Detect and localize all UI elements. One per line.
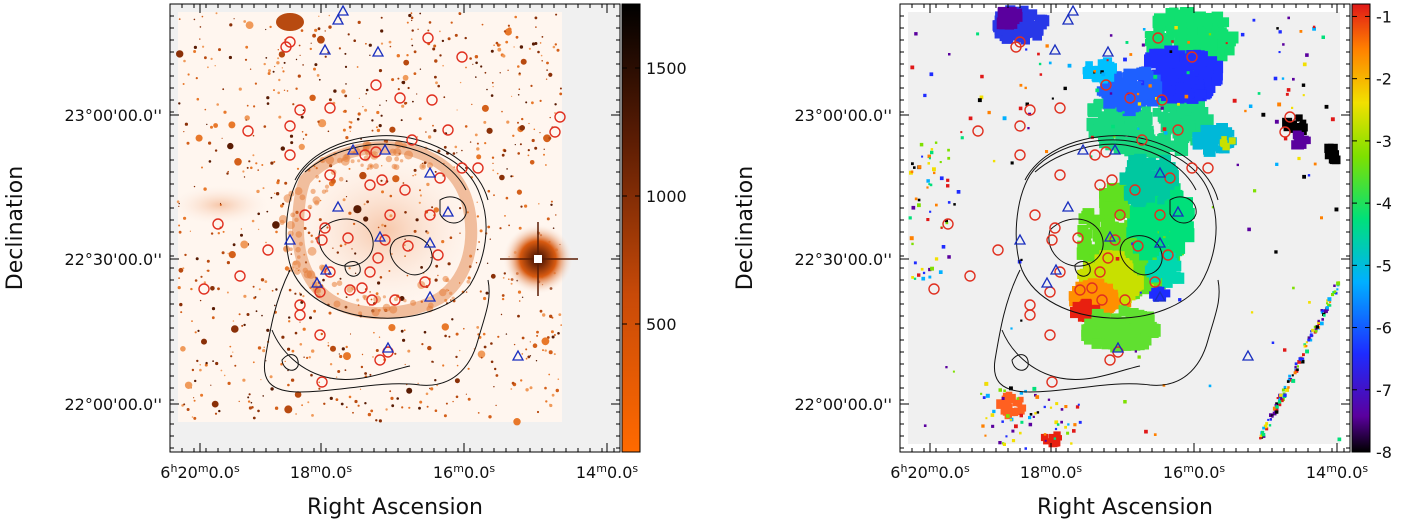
colorbar-tick-label: -8 xyxy=(1376,443,1392,462)
x-tick-label: 16m0.0s xyxy=(433,462,496,482)
right-colored-regions xyxy=(992,5,1341,448)
x-tick-label: 14m0.0s xyxy=(1306,462,1369,482)
left-colorbar xyxy=(621,3,641,453)
y-tick-label: 22°30'00.0'' xyxy=(64,250,162,269)
colorbar-tick-label: -1 xyxy=(1376,7,1392,26)
y-tick-label: 23°00'00.0'' xyxy=(794,106,892,125)
right-colorbar-ticks: -1 -2 -3 -4 -5 -6 -7 -8 xyxy=(1352,7,1392,462)
left-ylabel: Declination xyxy=(3,166,28,290)
colorbar-tick-label: 500 xyxy=(646,315,677,334)
left-bright-star-core xyxy=(534,255,542,263)
x-tick-label: 18m0.0s xyxy=(1020,462,1083,482)
left-plot-frame xyxy=(169,3,621,453)
right-axis-ticks: 6h20m0.0s 18m0.0s 16m0.0s 14m0.0s 23°00'00.0… xyxy=(794,4,1368,482)
x-tick-label: 18m0.0s xyxy=(290,462,353,482)
colorbar-tick-label: -2 xyxy=(1376,70,1392,89)
colorbar-tick-label: -7 xyxy=(1376,381,1392,400)
left-xlabel: Right Ascension xyxy=(307,495,483,520)
right-ylabel: Declination xyxy=(733,166,758,290)
y-tick-label: 22°00'00.0'' xyxy=(794,395,892,414)
right-plot-frame xyxy=(899,3,1351,453)
colorbar-tick-label: 1500 xyxy=(646,59,687,78)
left-axis-ticks: 6h20m0.0s 18m0.0s 16m0.0s 14m0.0s 23°00'00.0… xyxy=(64,4,638,482)
colorbar-tick-label: 1000 xyxy=(646,187,687,206)
right-xlabel: Right Ascension xyxy=(1037,495,1213,520)
right-speckles xyxy=(908,16,1342,450)
colorbar-tick-label: -4 xyxy=(1376,194,1392,213)
right-markers xyxy=(928,4,1296,388)
left-bright-blob xyxy=(276,13,304,31)
y-tick-label: 23°00'00.0'' xyxy=(64,106,162,125)
left-nebula-glow-west xyxy=(170,183,275,227)
x-tick-label: 6h20m0.0s xyxy=(160,462,240,482)
left-starfield xyxy=(176,12,563,426)
colorbar-tick-label: -3 xyxy=(1376,132,1392,151)
y-tick-label: 22°00'00.0'' xyxy=(64,395,162,414)
left-panel: 6h20m0.0s 18m0.0s 16m0.0s 14m0.0s 23°00'00.0… xyxy=(3,3,687,520)
left-colorbar-ticks: 1500 1000 500 xyxy=(622,59,687,334)
right-colorbar xyxy=(1351,3,1371,453)
x-tick-label: 6h20m0.0s xyxy=(890,462,970,482)
left-nebula-shell xyxy=(291,141,478,319)
left-markers xyxy=(198,4,566,388)
x-tick-label: 14m0.0s xyxy=(576,462,639,482)
right-panel: 6h20m0.0s 18m0.0s 16m0.0s 14m0.0s 23°00'00.0… xyxy=(733,3,1392,520)
x-tick-label: 16m0.0s xyxy=(1163,462,1226,482)
colorbar-tick-label: -6 xyxy=(1376,319,1392,338)
y-tick-label: 22°30'00.0'' xyxy=(794,250,892,269)
colorbar-tick-label: -5 xyxy=(1376,256,1392,275)
